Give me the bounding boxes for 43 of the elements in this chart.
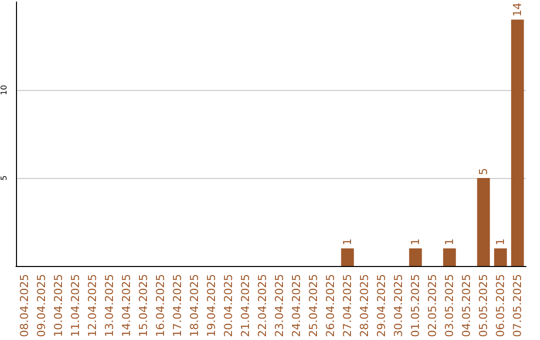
x-tick-label: 26.04.2025 bbox=[324, 274, 337, 338]
x-tick-label: 23.04.2025 bbox=[273, 274, 286, 338]
x-tick-label: 07.05.2025 bbox=[511, 274, 524, 338]
x-tick-label: 13.04.2025 bbox=[103, 274, 116, 338]
x-tick-label: 30.04.2025 bbox=[392, 274, 405, 338]
x-tick-label: 04.05.2025 bbox=[460, 274, 473, 338]
x-tick-label: 08.04.2025 bbox=[18, 274, 31, 338]
data-label: 1 bbox=[409, 238, 422, 246]
data-label: 5 bbox=[477, 168, 490, 176]
x-tick-label: 27.04.2025 bbox=[341, 274, 354, 338]
x-tick-label: 12.04.2025 bbox=[86, 274, 99, 338]
bar bbox=[477, 178, 490, 266]
x-tick-label: 21.04.2025 bbox=[239, 274, 252, 338]
x-tick-label: 18.04.2025 bbox=[188, 274, 201, 338]
x-tick-label: 11.04.2025 bbox=[69, 274, 82, 338]
x-tick-label: 22.04.2025 bbox=[256, 274, 269, 338]
y-tick-label: 10 bbox=[0, 84, 8, 96]
x-tick-label: 06.05.2025 bbox=[494, 274, 507, 338]
x-tick-label: 09.04.2025 bbox=[35, 274, 48, 338]
data-label: 1 bbox=[443, 238, 456, 246]
x-tick-label: 24.04.2025 bbox=[290, 274, 303, 338]
x-tick-label: 29.04.2025 bbox=[375, 274, 388, 338]
bar bbox=[409, 248, 422, 266]
x-tick-label: 19.04.2025 bbox=[205, 274, 218, 338]
x-tick-label: 01.05.2025 bbox=[409, 274, 422, 338]
x-tick-label: 28.04.2025 bbox=[358, 274, 371, 338]
data-label: 1 bbox=[494, 238, 507, 246]
x-tick-label: 16.04.2025 bbox=[154, 274, 167, 338]
data-label: 1 bbox=[341, 238, 354, 246]
bar bbox=[341, 248, 354, 266]
bar bbox=[511, 20, 524, 266]
data-label: 14 bbox=[511, 2, 524, 17]
x-tick-label: 05.05.2025 bbox=[477, 274, 490, 338]
x-tick-label: 17.04.2025 bbox=[171, 274, 184, 338]
x-tick-label: 20.04.2025 bbox=[222, 274, 235, 338]
bar bbox=[494, 248, 507, 266]
bar bbox=[443, 248, 456, 266]
x-tick-label: 10.04.2025 bbox=[52, 274, 65, 338]
x-tick-label: 02.05.2025 bbox=[426, 274, 439, 338]
x-tick-label: 03.05.2025 bbox=[443, 274, 456, 338]
x-tick-label: 25.04.2025 bbox=[307, 274, 320, 338]
x-tick-label: 15.04.2025 bbox=[137, 274, 150, 338]
x-tick-label: 14.04.2025 bbox=[120, 274, 133, 338]
